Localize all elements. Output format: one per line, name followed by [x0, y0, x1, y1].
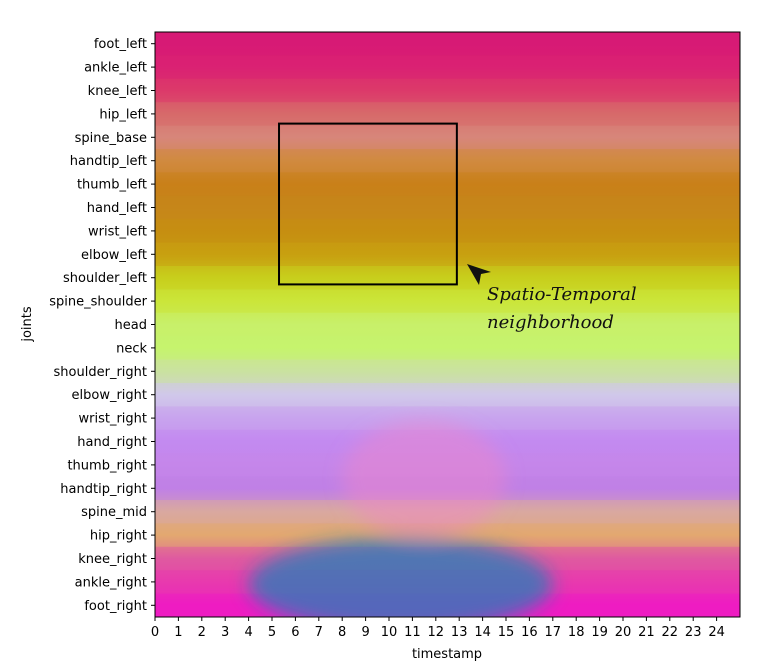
y-tick-label: hip_right: [90, 529, 147, 544]
x-tick-label: 4: [244, 625, 252, 640]
heatmap-perturbation: [342, 420, 506, 538]
x-tick-label: 8: [338, 625, 346, 640]
y-tick-label: elbow_left: [81, 248, 147, 263]
y-tick-label: foot_left: [94, 37, 147, 52]
y-tick-label: hand_left: [87, 201, 147, 216]
heatmap-row-wrist-right: [155, 406, 740, 430]
y-axis-ticks: foot_left ankle_left knee_left hip_leftspin…: [49, 37, 155, 614]
y-tick-label: foot_right: [84, 599, 147, 614]
x-tick-label: 16: [521, 625, 538, 640]
heatmap-row-spine-base: [155, 125, 740, 149]
spatio-temporal-box: [278, 122, 458, 286]
annotation-line-2: neighborhood: [487, 312, 614, 333]
plot-area: [155, 32, 740, 617]
y-tick-label: handtip_left: [70, 154, 147, 169]
y-tick-label: hip_left: [99, 107, 147, 122]
heatmap-row-foot-left: [155, 32, 740, 56]
y-tick-label: spine_shoulder: [49, 295, 147, 310]
heatmap-row-head: [155, 312, 740, 337]
x-tick-label: 23: [685, 625, 702, 640]
x-tick-label: 2: [198, 625, 206, 640]
y-tick-label: knee_right: [78, 552, 147, 567]
y-tick-label: head: [115, 318, 147, 333]
heatmap-row-hip-left: [155, 102, 740, 126]
y-tick-label: shoulder_left: [63, 271, 147, 286]
y-tick-label: spine_mid: [81, 505, 147, 520]
x-axis-ticks: 0 1 2 3 4 5 6 7 8 9 10 11 12 13 14 15 16 17 18 19 20 21 22 23 24: [151, 617, 725, 640]
arrow-pointer-icon: [467, 264, 491, 285]
x-tick-label: 14: [474, 625, 491, 640]
heatmap-row-handtip-left: [155, 149, 740, 173]
x-tick-label: 6: [291, 625, 299, 640]
x-tick-label: 18: [568, 625, 585, 640]
heatmap-row-neck: [155, 336, 740, 360]
heatmap-row-ankle-left: [155, 55, 740, 79]
y-tick-label: ankle_right: [75, 575, 147, 590]
heatmap-row-spine-shoulder: [155, 289, 740, 313]
heatmap-perturbations: [248, 420, 553, 617]
x-axis-label: timestamp: [412, 647, 482, 662]
heatmap-perturbation: [248, 537, 553, 617]
x-tick-label: 10: [381, 625, 398, 640]
heatmap-row-hip-right: [155, 523, 740, 547]
y-tick-label: shoulder_right: [54, 365, 147, 380]
heatmap-rows: [155, 32, 740, 617]
y-tick-label: neck: [116, 341, 147, 356]
heatmap-row-shoulder-right: [155, 359, 740, 383]
y-tick-label: handtip_right: [60, 482, 147, 497]
x-tick-label: 12: [428, 625, 445, 640]
x-tick-label: 15: [498, 625, 515, 640]
x-tick-label: 0: [151, 625, 159, 640]
x-tick-label: 9: [361, 625, 369, 640]
x-tick-label: 5: [268, 625, 276, 640]
heatmap-row-wrist-left: [155, 219, 740, 243]
y-tick-label: hand_right: [77, 435, 147, 450]
x-tick-label: 20: [615, 625, 632, 640]
heatmap-row-hand-left: [155, 195, 740, 220]
heatmap-row-shoulder-left: [155, 266, 740, 290]
y-tick-label: wrist_right: [78, 412, 147, 427]
y-tick-label: wrist_left: [88, 224, 147, 239]
y-tick-label: spine_base: [75, 131, 147, 146]
y-tick-label: thumb_left: [77, 178, 147, 193]
y-axis-label: joints: [20, 306, 35, 343]
annotation-line-1: Spatio-Temporal: [487, 284, 637, 305]
x-tick-label: 13: [451, 625, 468, 640]
x-tick-label: 7: [315, 625, 323, 640]
y-tick-label: elbow_right: [72, 388, 148, 403]
x-tick-label: 21: [638, 625, 655, 640]
x-tick-label: 11: [404, 625, 421, 640]
heatmap-row-thumb-left: [155, 172, 740, 196]
heatmap-row-elbow-right: [155, 383, 740, 407]
y-tick-label: ankle_left: [84, 61, 147, 76]
x-tick-label: 3: [221, 625, 229, 640]
x-tick-label: 19: [591, 625, 608, 640]
heatmap-row-knee-left: [155, 78, 740, 103]
x-tick-label: 1: [174, 625, 182, 640]
heatmap-row-elbow-left: [155, 242, 740, 266]
x-tick-label: 22: [662, 625, 679, 640]
x-tick-label: 24: [708, 625, 725, 640]
x-tick-label: 17: [545, 625, 562, 640]
y-tick-label: thumb_right: [67, 458, 147, 473]
y-tick-label: knee_left: [88, 84, 147, 99]
